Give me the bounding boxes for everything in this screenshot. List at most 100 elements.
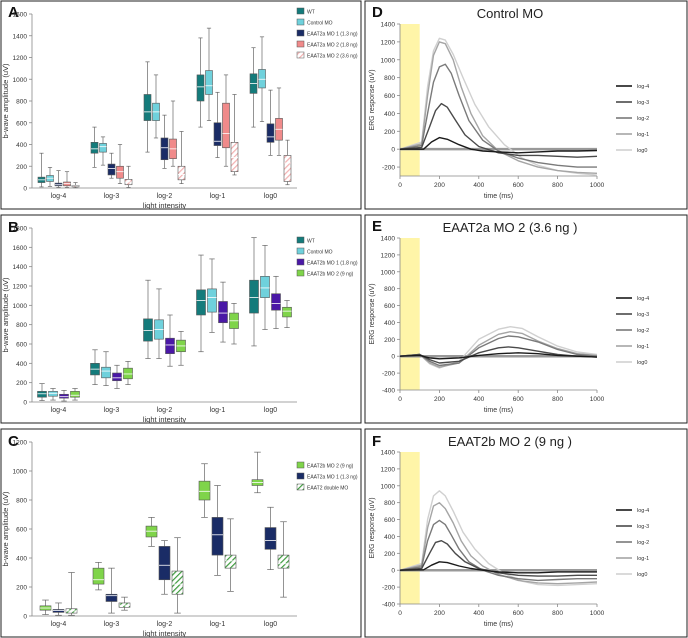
box-B-0-2 [143,279,153,359]
y-tick-label: 400 [16,142,27,149]
y-tick-label: -200 [382,585,395,592]
panel-label: D [372,4,383,21]
box-B-0-0 [37,383,47,401]
box-body [224,554,237,569]
box-body [205,70,213,95]
y-tick-label: 200 [16,164,27,171]
legend-label: Control MO [307,21,333,27]
legend-swatch [296,40,305,48]
box-body [165,337,175,354]
y-tick-label: 800 [16,99,27,106]
legend-swatch [296,18,305,26]
x-tick-label: log-2 [157,621,173,628]
box-A-1-4 [258,36,266,123]
x-tick-label: log-1 [210,621,226,628]
box-body [160,137,169,161]
legend-label: EAAT2b MO 1 (1.8 ng) [307,261,358,267]
box-A-2-1 [107,152,116,179]
x-tick-label: 0 [398,182,402,189]
legend-label: EAAT2b MO 2 (9 ng) [307,464,354,470]
x-tick-label: log-3 [104,621,120,628]
panel-label: E [372,218,382,235]
x-tick-label: 1000 [590,396,605,403]
y-tick-label: 1000 [13,77,28,84]
legend-label: EAAT2a MO 2 (3.6 ng) [307,54,358,60]
box-B-2-4 [271,275,281,329]
y-tick-label: 1000 [13,469,28,476]
y-tick-label: 800 [16,322,27,329]
y-tick-label: 0 [23,400,27,407]
panel-frame [364,0,688,210]
box-body [105,593,118,602]
x-tick-label: 200 [434,396,445,403]
y-tick-label: 1200 [13,55,28,62]
box-C-0-2 [145,517,158,547]
box-C-2-2 [171,537,184,614]
y-axis-label: ERG response (uV) [369,497,376,558]
series-line-log0 [399,490,598,587]
box-body [249,279,259,314]
y-axis-label: b-wave amplitude (uV) [1,277,10,353]
x-tick-label: log0 [264,621,277,628]
legend-label: Control MO [307,250,333,256]
y-tick-label: 800 [16,498,27,505]
series-line-log-1 [399,331,598,368]
box-A-2-2 [160,114,169,169]
x-tick-label: log-3 [104,407,120,414]
box-C-0-3 [198,463,211,518]
box-body [207,288,217,313]
y-tick-label: -400 [382,602,395,609]
legend-label: WT [307,10,315,16]
y-tick-label: 1800 [13,226,28,233]
box-A-3-3 [222,74,230,167]
box-B-1-1 [101,351,111,386]
x-axis-label: light intensity [143,201,187,210]
x-axis-label: light intensity [143,629,187,638]
legend-label: EAAT2 double MO [307,486,348,492]
box-B-0-1 [90,349,100,385]
box-A-3-4 [275,87,283,156]
y-tick-label: -200 [382,165,395,172]
box-B-1-3 [207,258,217,333]
panel-label: B [8,219,19,236]
x-tick-label: 600 [513,396,524,403]
y-tick-label: 0 [391,354,395,361]
panel-B: B 0 200 400 600 800 1000 1200 1400 1600 1800 b-wave… [0,214,362,424]
panel-frame [0,214,362,424]
y-tick-label: 400 [384,111,395,118]
y-tick-label: 600 [16,527,27,534]
legend-label: log-1 [637,556,649,562]
box-C-1-4 [264,506,277,570]
panel-F: F EAAT2b MO 2 (9 ng ) -400 -200 0 200 400 600 80… [364,428,688,638]
x-tick-label: 200 [434,182,445,189]
y-tick-label: 600 [384,303,395,310]
series-line-log-3 [399,540,597,577]
legend-label: log-1 [637,132,649,138]
box-body [171,570,184,595]
box-A-1-2 [152,74,160,139]
y-tick-label: 1600 [13,12,28,19]
box-A-0-3 [196,37,205,128]
y-tick-label: 400 [16,556,27,563]
y-tick-label: 600 [384,93,395,100]
y-tick-label: 1200 [13,284,28,291]
y-axis-label: ERG response (uV) [369,283,376,344]
panel-D: D Control MO -200 0 200 400 600 800 1000 1200 1400… [364,0,688,210]
box-body [198,480,211,501]
legend-label: log-3 [637,524,649,530]
series-line-log0 [399,37,598,176]
panel-A: A 0 200 400 600 800 1000 1200 1400 1600 b-wave amp… [0,0,362,210]
box-body [123,367,133,380]
legend-label: log0 [637,572,647,578]
x-tick-label: 1000 [590,610,605,617]
box-body [48,391,58,397]
box-B-3-2 [176,331,186,366]
y-tick-label: 600 [16,342,27,349]
y-tick-label: 0 [23,186,27,193]
panel-label: F [372,433,381,450]
x-axis-label: light intensity [143,415,187,424]
x-tick-label: 200 [434,610,445,617]
y-tick-label: -200 [382,371,395,378]
legend-swatch [296,236,305,244]
